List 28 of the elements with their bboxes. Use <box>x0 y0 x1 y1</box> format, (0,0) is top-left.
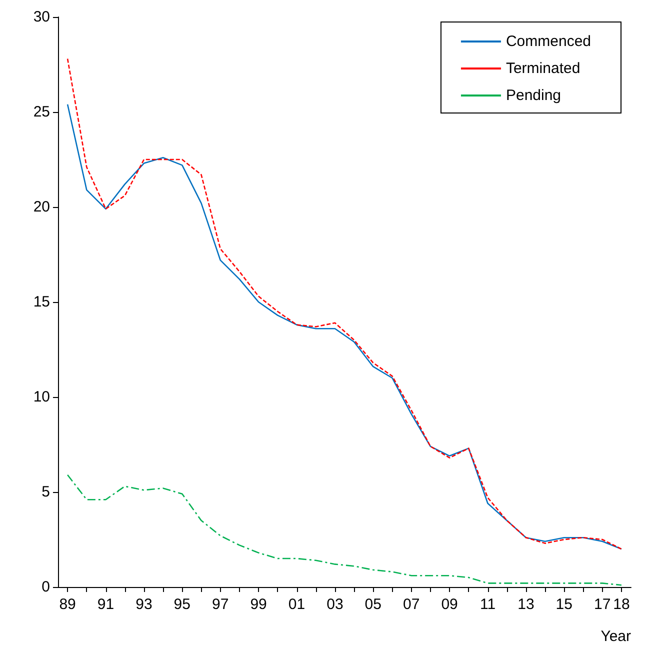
y-tick-label: 0 <box>42 578 50 596</box>
legend-label: Pending <box>506 87 562 104</box>
legend-label: Commenced <box>506 33 592 50</box>
y-tick-label: 25 <box>33 104 50 120</box>
y-tick-label: 15 <box>33 294 50 310</box>
x-tick-label: 95 <box>174 596 190 613</box>
x-tick-label: 07 <box>403 596 420 613</box>
x-tick-label: 11 <box>480 596 496 613</box>
x-axis-title: Year <box>600 628 631 645</box>
y-tick-label: 30 <box>33 8 50 26</box>
x-tick-label: 89 <box>59 596 76 613</box>
legend-label: Terminated <box>506 60 580 77</box>
x-tick-label: 03 <box>326 596 344 613</box>
y-tick-label: 5 <box>42 484 50 500</box>
x-tick-label: 97 <box>212 596 229 613</box>
x-tick-label: 01 <box>288 596 306 613</box>
x-tick-label: 17 <box>594 596 611 613</box>
x-tick-label: 15 <box>556 596 572 613</box>
x-tick-label: 91 <box>97 596 114 613</box>
x-tick-label: 18 <box>613 596 630 613</box>
x-tick-label: 93 <box>136 596 152 613</box>
x-tick-label: 09 <box>441 596 458 613</box>
y-tick-label: 10 <box>33 388 50 406</box>
x-tick-label: 05 <box>364 596 382 613</box>
y-tick-label: 20 <box>33 198 50 216</box>
x-tick-label: 99 <box>250 596 267 613</box>
x-tick-label: 13 <box>518 596 534 613</box>
line-series <box>66 474 622 586</box>
